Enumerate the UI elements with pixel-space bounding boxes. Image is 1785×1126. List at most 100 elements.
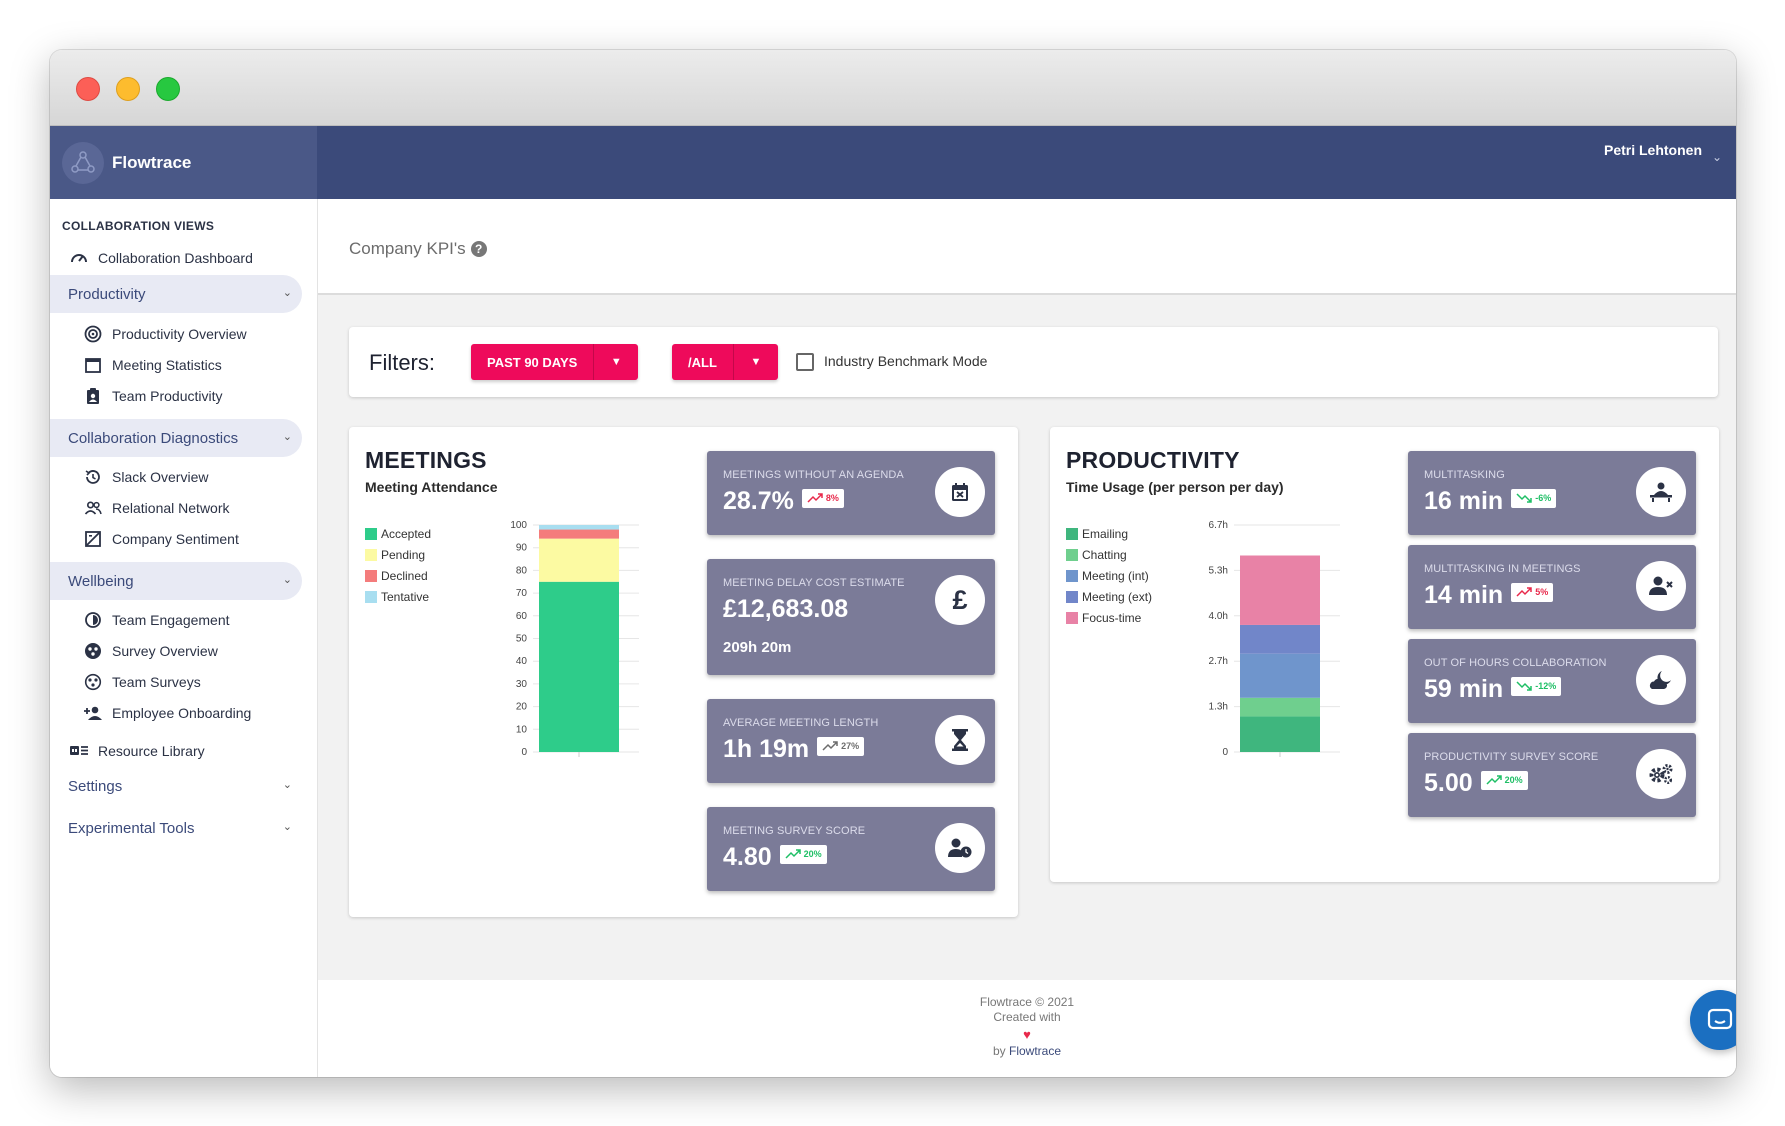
legend-item[interactable]: Emailing: [1066, 523, 1152, 544]
legend-item[interactable]: Tentative: [365, 586, 431, 607]
caret-down-icon[interactable]: ▼: [750, 356, 762, 368]
kpi-label: MULTITASKING: [1424, 469, 1505, 481]
sidebar-item-label: Employee Onboarding: [112, 705, 252, 721]
chevron-down-icon[interactable]: ⌄: [1711, 150, 1722, 164]
kpi-card-meeting-delay-cost[interactable]: MEETING DELAY COST ESTIMATE £12,683.08 2…: [707, 559, 995, 675]
circle-half-icon: [82, 609, 104, 631]
page-title-text: Company KPI's: [349, 239, 466, 258]
footer-flowtrace-link[interactable]: Flowtrace: [1009, 1044, 1062, 1058]
sidebar-group-experimental-tools[interactable]: Experimental Tools ⌄: [50, 809, 302, 847]
kpi-card-meetings-without-agenda[interactable]: MEETINGS WITHOUT AN AGENDA 28.7% 8%: [707, 451, 995, 535]
scope-filter-button[interactable]: /ALL ▼: [672, 344, 778, 380]
sidebar-item-label: Team Productivity: [112, 388, 223, 404]
kpi-card-average-meeting-length[interactable]: AVERAGE MEETING LENGTH 1h 19m 27%: [707, 699, 995, 783]
kpi-value: 4.80 20%: [723, 843, 827, 872]
sidebar-item-slack-overview[interactable]: Slack Overview: [82, 466, 208, 488]
close-window-button[interactable]: [76, 77, 100, 101]
minimize-window-button[interactable]: [116, 77, 140, 101]
sidebar-item-team-productivity[interactable]: Team Productivity: [82, 385, 222, 407]
kpi-card-productivity-survey-score[interactable]: PRODUCTIVITY SURVEY SCORE 5.00 20%: [1408, 733, 1696, 817]
user-menu[interactable]: Petri Lehtonen: [1603, 142, 1702, 158]
benchmark-checkbox[interactable]: [796, 353, 814, 371]
sidebar-item-relational-network[interactable]: Relational Network: [82, 497, 230, 519]
bar-segment-accepted[interactable]: [539, 581, 619, 752]
bar-segment-focus-time[interactable]: [1240, 555, 1320, 625]
period-filter-button[interactable]: PAST 90 DAYS ▼: [471, 344, 639, 380]
sidebar-item-label: Team Engagement: [112, 612, 230, 628]
sidebar-item-team-engagement[interactable]: Team Engagement: [82, 609, 230, 631]
kpi-card-multitasking-in-meetings[interactable]: MULTITASKING IN MEETINGS 14 min 5%: [1408, 545, 1696, 629]
kpi-label: PRODUCTIVITY SURVEY SCORE: [1424, 751, 1599, 763]
chat-launcher-button[interactable]: [1690, 990, 1736, 1050]
bar-segment-meeting-ext[interactable]: [1240, 624, 1320, 654]
legend-item[interactable]: Declined: [365, 565, 431, 586]
kpi-card-multitasking[interactable]: MULTITASKING 16 min -6%: [1408, 451, 1696, 535]
sidebar-group-collaboration-diagnostics[interactable]: Collaboration Diagnostics ⌄: [50, 419, 302, 457]
legend-item[interactable]: Chatting: [1066, 544, 1152, 565]
chevron-down-icon: ⌄: [282, 779, 292, 791]
kpi-value-text: 14 min: [1424, 581, 1504, 609]
legend-label: Meeting (ext): [1082, 589, 1153, 604]
sidebar-group-label: Wellbeing: [68, 572, 134, 590]
sidebar-group-wellbeing[interactable]: Wellbeing ⌄: [50, 562, 302, 600]
legend-item[interactable]: Accepted: [365, 523, 431, 544]
caret-down-icon[interactable]: ▼: [610, 356, 622, 368]
trend-badge: 5%: [1511, 582, 1554, 602]
y-tick-label: 100: [510, 520, 527, 531]
sidebar-item-survey-overview[interactable]: Survey Overview: [82, 640, 218, 662]
footer: Flowtrace © 2021 Created with ♥ by Flowt…: [318, 980, 1736, 1077]
y-tick-label: 90: [516, 543, 528, 554]
legend-swatch: [1066, 527, 1078, 540]
people-icon: [82, 497, 104, 519]
legend-swatch: [365, 527, 377, 540]
bar-segment-pending[interactable]: [539, 538, 619, 582]
bar-segment-declined[interactable]: [539, 529, 619, 539]
kpi-card-out-of-hours-collaboration[interactable]: OUT OF HOURS COLLABORATION 59 min -12%: [1408, 639, 1696, 723]
bar-segment-meeting-int[interactable]: [1240, 653, 1320, 698]
filters-label: Filters:: [369, 350, 435, 375]
sidebar-item-resource-library[interactable]: Resource Library: [68, 740, 205, 762]
trend-badge: -6%: [1511, 488, 1557, 508]
legend-item[interactable]: Pending: [365, 544, 431, 565]
sidebar-item-meeting-statistics[interactable]: Meeting Statistics: [82, 354, 222, 376]
page-header: Company KPI's ?: [318, 199, 1736, 295]
kpi-value-text: 59 min: [1424, 675, 1504, 703]
brand-name: Flowtrace: [112, 152, 192, 172]
trend-text: 5%: [1535, 587, 1549, 598]
calendar-x-icon: [935, 467, 985, 517]
sidebar-item-label: Slack Overview: [112, 469, 209, 485]
benchmark-label[interactable]: Industry Benchmark Mode: [824, 353, 988, 369]
sidebar-item-team-surveys[interactable]: Team Surveys: [82, 671, 201, 693]
y-tick-label: 0: [1222, 747, 1228, 758]
legend-item[interactable]: Focus-time: [1066, 607, 1152, 628]
y-tick-label: 50: [516, 634, 528, 645]
kpi-value-text: 1h 19m: [723, 735, 810, 763]
sidebar-item-collaboration-dashboard[interactable]: Collaboration Dashboard: [68, 247, 253, 269]
sidebar-group-label: Productivity: [68, 285, 146, 303]
title-bar: [50, 50, 1736, 126]
productivity-chart: 0 1.3h 2.7h 4.0h 5.3h 6.7h: [1209, 520, 1340, 758]
sidebar-group-settings[interactable]: Settings ⌄: [50, 767, 302, 805]
bar-segment-chatting[interactable]: [1240, 697, 1320, 717]
maximize-window-button[interactable]: [156, 77, 180, 101]
y-tick-label: 70: [516, 588, 528, 599]
y-tick-label: 80: [516, 565, 528, 576]
trend-down-icon: [1516, 681, 1532, 692]
help-icon[interactable]: ?: [470, 241, 487, 257]
trend-text: 20%: [803, 849, 822, 860]
legend-item[interactable]: Meeting (int): [1066, 565, 1152, 586]
sidebar-item-productivity-overview[interactable]: Productivity Overview: [82, 323, 247, 345]
legend-swatch: [1066, 611, 1078, 624]
productivity-card: PRODUCTIVITY Time Usage (per person per …: [1050, 427, 1719, 882]
sidebar-item-employee-onboarding[interactable]: Employee Onboarding: [82, 702, 251, 724]
kpi-value-text: 4.80: [723, 843, 772, 871]
bar-segment-tentative[interactable]: [539, 525, 619, 530]
kpi-value: 1h 19m 27%: [723, 735, 865, 764]
brand[interactable]: Flowtrace: [50, 126, 317, 199]
sidebar-item-company-sentiment[interactable]: Company Sentiment: [82, 528, 239, 550]
sidebar-group-productivity[interactable]: Productivity ⌄: [50, 275, 302, 313]
legend-item[interactable]: Meeting (ext): [1066, 586, 1152, 607]
kpi-card-meeting-survey-score[interactable]: MEETING SURVEY SCORE 4.80 20%: [707, 807, 995, 891]
trend-badge: 8%: [801, 488, 844, 508]
bar-segment-emailing[interactable]: [1240, 716, 1320, 752]
